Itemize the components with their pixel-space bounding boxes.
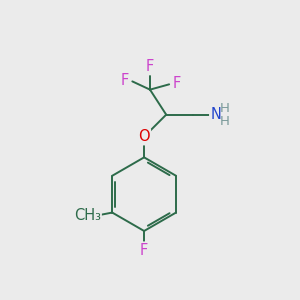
Text: F: F [146, 59, 154, 74]
Text: N: N [210, 107, 221, 122]
Text: F: F [172, 76, 181, 91]
Text: H: H [220, 115, 230, 128]
Text: H: H [220, 102, 230, 115]
Text: F: F [121, 73, 129, 88]
Text: F: F [140, 243, 148, 258]
Text: CH₃: CH₃ [74, 208, 101, 223]
Text: O: O [138, 129, 150, 144]
